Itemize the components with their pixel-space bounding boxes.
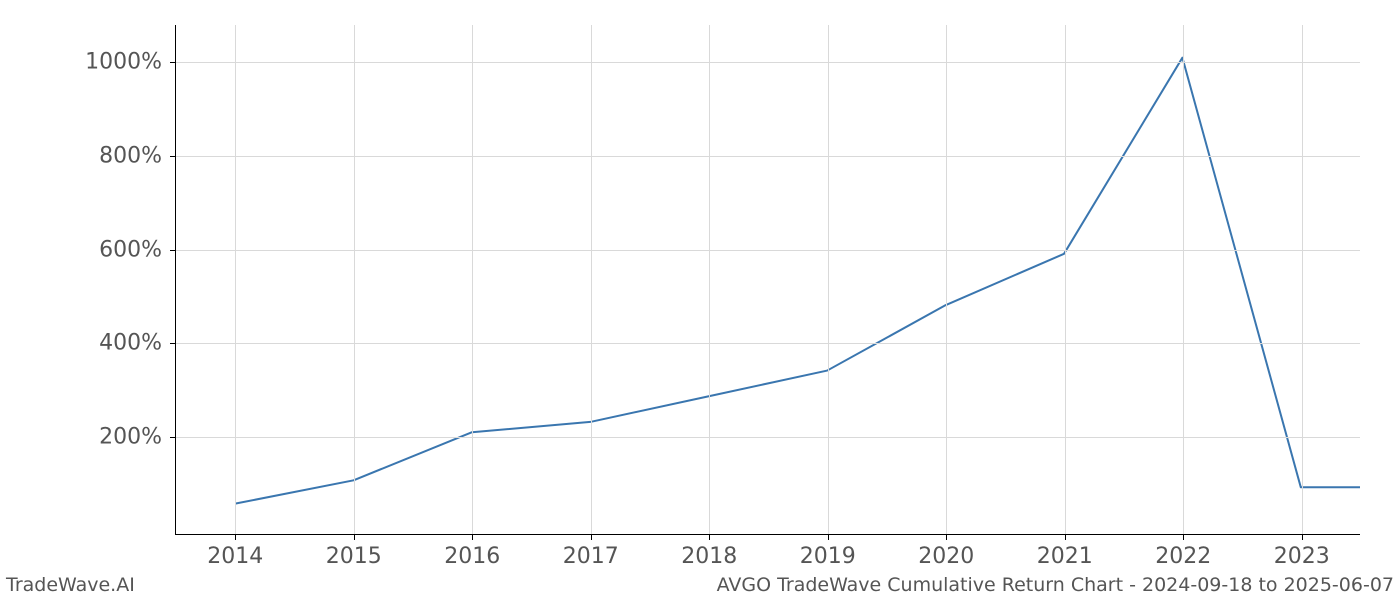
- y-tick-label: 1000%: [85, 50, 162, 75]
- x-tick-label: 2019: [800, 544, 856, 569]
- y-tick: [170, 437, 176, 438]
- x-tick: [946, 534, 947, 540]
- chart-plot-area: 2014201520162017201820192020202120222023…: [175, 25, 1360, 535]
- footer-left-label: TradeWave.AI: [6, 574, 135, 596]
- grid-line-vertical: [1065, 25, 1066, 534]
- grid-line-vertical: [354, 25, 355, 534]
- x-tick-label: 2017: [563, 544, 619, 569]
- plot-axes: 2014201520162017201820192020202120222023…: [175, 25, 1360, 535]
- grid-line-vertical: [591, 25, 592, 534]
- x-tick: [472, 534, 473, 540]
- grid-line-horizontal: [176, 156, 1360, 157]
- x-tick: [591, 534, 592, 540]
- grid-line-vertical: [828, 25, 829, 534]
- grid-line-horizontal: [176, 62, 1360, 63]
- x-tick: [1065, 534, 1066, 540]
- y-tick: [170, 62, 176, 63]
- x-tick-label: 2022: [1155, 544, 1211, 569]
- y-tick-label: 600%: [99, 237, 162, 262]
- grid-line-horizontal: [176, 437, 1360, 438]
- x-tick-label: 2014: [207, 544, 263, 569]
- x-tick-label: 2020: [918, 544, 974, 569]
- y-tick: [170, 250, 176, 251]
- y-tick: [170, 343, 176, 344]
- x-tick-label: 2023: [1274, 544, 1330, 569]
- footer-right-label: AVGO TradeWave Cumulative Return Chart -…: [717, 574, 1394, 596]
- x-tick: [1183, 534, 1184, 540]
- x-tick: [235, 534, 236, 540]
- grid-line-vertical: [1302, 25, 1303, 534]
- y-tick-label: 800%: [99, 144, 162, 169]
- x-tick: [354, 534, 355, 540]
- y-tick-label: 200%: [99, 424, 162, 449]
- y-tick-label: 400%: [99, 331, 162, 356]
- x-tick: [828, 534, 829, 540]
- x-tick: [709, 534, 710, 540]
- x-tick-label: 2021: [1037, 544, 1093, 569]
- grid-line-vertical: [1183, 25, 1184, 534]
- grid-line-horizontal: [176, 343, 1360, 344]
- grid-line-vertical: [709, 25, 710, 534]
- grid-line-horizontal: [176, 250, 1360, 251]
- x-tick-label: 2015: [326, 544, 382, 569]
- grid-line-vertical: [946, 25, 947, 534]
- x-tick-label: 2016: [444, 544, 500, 569]
- grid-line-vertical: [235, 25, 236, 534]
- x-tick-label: 2018: [681, 544, 737, 569]
- y-tick: [170, 156, 176, 157]
- grid-line-vertical: [472, 25, 473, 534]
- x-tick: [1302, 534, 1303, 540]
